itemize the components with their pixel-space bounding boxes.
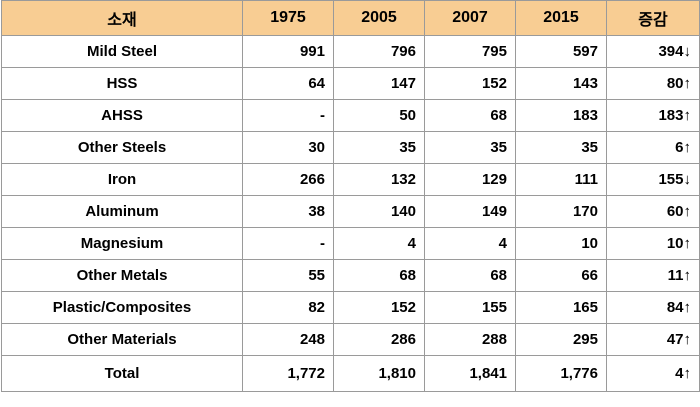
value-cell: 68: [424, 99, 516, 132]
value-cell: 140: [333, 195, 425, 228]
value-cell: 50: [333, 99, 425, 132]
table-row: Other Steels 30 35 35 35 6↑: [1, 131, 700, 164]
material-cell: Plastic/Composites: [1, 291, 243, 324]
header-2007: 2007: [424, 0, 516, 36]
value-cell: -: [242, 99, 334, 132]
change-cell: 47↑: [606, 323, 700, 356]
value-cell: 35: [515, 131, 607, 164]
value-cell: 248: [242, 323, 334, 356]
value-cell: 288: [424, 323, 516, 356]
material-cell: Magnesium: [1, 227, 243, 260]
value-cell: 155: [424, 291, 516, 324]
header-row: 소재 1975 2005 2007 2015 증감: [1, 0, 700, 36]
table-row: Iron 266 132 129 111 155↓: [1, 163, 700, 196]
value-cell: 295: [515, 323, 607, 356]
change-cell: 6↑: [606, 131, 700, 164]
header-change: 증감: [606, 0, 700, 36]
table-row: HSS 64 147 152 143 80↑: [1, 67, 700, 100]
value-cell: 64: [242, 67, 334, 100]
material-cell: Other Steels: [1, 131, 243, 164]
value-cell: 68: [424, 259, 516, 292]
value-cell: 1,841: [424, 355, 516, 392]
materials-table: 소재 1975 2005 2007 2015 증감 Mild Steel 991 7…: [1, 0, 700, 392]
value-cell: 597: [515, 35, 607, 68]
change-cell: 155↓: [606, 163, 700, 196]
header-1975: 1975: [242, 0, 334, 36]
material-cell: AHSS: [1, 99, 243, 132]
value-cell: 129: [424, 163, 516, 196]
table-row: Other Metals 55 68 68 66 11↑: [1, 259, 700, 292]
value-cell: 82: [242, 291, 334, 324]
change-cell: 183↑: [606, 99, 700, 132]
value-cell: 30: [242, 131, 334, 164]
table-header: 소재 1975 2005 2007 2015 증감: [1, 0, 700, 36]
header-material: 소재: [1, 0, 243, 36]
table-row: Other Materials 248 286 288 295 47↑: [1, 323, 700, 356]
value-cell: 165: [515, 291, 607, 324]
table-row: Magnesium -4 4 10 10↑: [1, 227, 700, 260]
value-cell: 795: [424, 35, 516, 68]
value-cell: 147: [333, 67, 425, 100]
value-cell: 66: [515, 259, 607, 292]
change-cell: 84↑: [606, 291, 700, 324]
change-cell: 60↑: [606, 195, 700, 228]
material-cell: Total: [1, 355, 243, 392]
value-cell: 35: [333, 131, 425, 164]
value-cell: 4: [424, 227, 516, 260]
total-row: Total 1,772 1,810 1,841 1,776 4↑: [1, 355, 700, 392]
change-cell: 4↑: [606, 355, 700, 392]
material-cell: Iron: [1, 163, 243, 196]
material-cell: Mild Steel: [1, 35, 243, 68]
material-cell: HSS: [1, 67, 243, 100]
value-cell: 1,810: [333, 355, 425, 392]
value-cell: 68: [333, 259, 425, 292]
table-row: AHSS -50 68 183 183↑: [1, 99, 700, 132]
change-cell: 394↓: [606, 35, 700, 68]
change-cell: 80↑: [606, 67, 700, 100]
value-cell: 143: [515, 67, 607, 100]
table-row: Plastic/Composites 82 152 155 165 84↑: [1, 291, 700, 324]
value-cell: 1,776: [515, 355, 607, 392]
value-cell: 10: [515, 227, 607, 260]
value-cell: 55: [242, 259, 334, 292]
value-cell: 286: [333, 323, 425, 356]
value-cell: 1,772: [242, 355, 334, 392]
value-cell: 152: [333, 291, 425, 324]
value-cell: 35: [424, 131, 516, 164]
value-cell: 796: [333, 35, 425, 68]
value-cell: 266: [242, 163, 334, 196]
value-cell: 991: [242, 35, 334, 68]
value-cell: 4: [333, 227, 425, 260]
table-row: Mild Steel 991 796 795 597 394↓: [1, 35, 700, 68]
value-cell: 132: [333, 163, 425, 196]
value-cell: 170: [515, 195, 607, 228]
value-cell: 152: [424, 67, 516, 100]
value-cell: 183: [515, 99, 607, 132]
value-cell: 38: [242, 195, 334, 228]
value-cell: -: [242, 227, 334, 260]
value-cell: 111: [515, 163, 607, 196]
header-2005: 2005: [333, 0, 425, 36]
material-cell: Other Materials: [1, 323, 243, 356]
material-cell: Other Metals: [1, 259, 243, 292]
header-2015: 2015: [515, 0, 607, 36]
change-cell: 11↑: [606, 259, 700, 292]
change-cell: 10↑: [606, 227, 700, 260]
value-cell: 149: [424, 195, 516, 228]
table-body: Mild Steel 991 796 795 597 394↓ HSS 64 147 152 143…: [1, 35, 700, 392]
table-row: Aluminum 38 140 149 170 60↑: [1, 195, 700, 228]
material-cell: Aluminum: [1, 195, 243, 228]
